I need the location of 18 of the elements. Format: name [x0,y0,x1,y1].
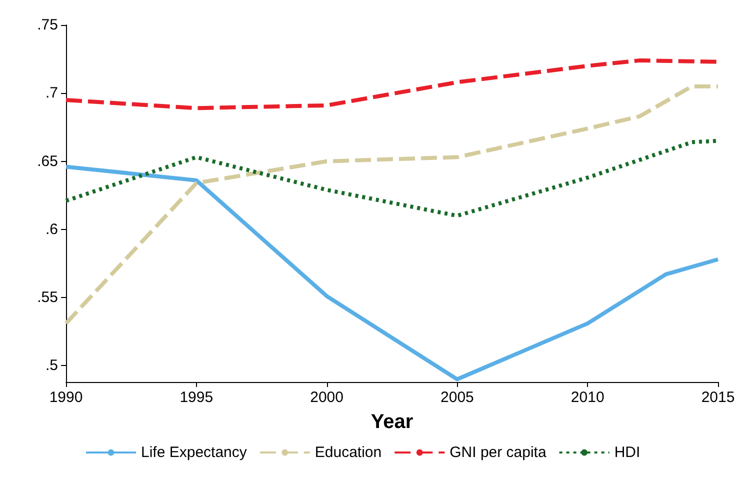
legend-label: GNI per capita [450,444,547,461]
x-tick-label: 1995 [180,389,214,406]
y-tick-label: .55 [37,289,58,306]
legend-label: HDI [614,444,640,461]
y-tick-label: .5 [45,357,58,374]
legend-label: Life Expectancy [141,444,248,461]
x-tick-label: 2010 [570,389,604,406]
x-tick-label: 1990 [49,389,83,406]
x-tick-label: 2005 [440,389,474,406]
x-tick-label: 2000 [310,389,344,406]
legend-label: Education [314,444,382,461]
y-tick-label: .7 [45,84,58,102]
y-tick-label: .75 [37,16,58,34]
x-axis-title: Year [370,411,414,433]
x-tick-label: 2015 [701,389,735,406]
y-tick-label: .6 [45,220,58,238]
line-series [64,84,720,326]
y-tick-label: .65 [37,152,58,170]
